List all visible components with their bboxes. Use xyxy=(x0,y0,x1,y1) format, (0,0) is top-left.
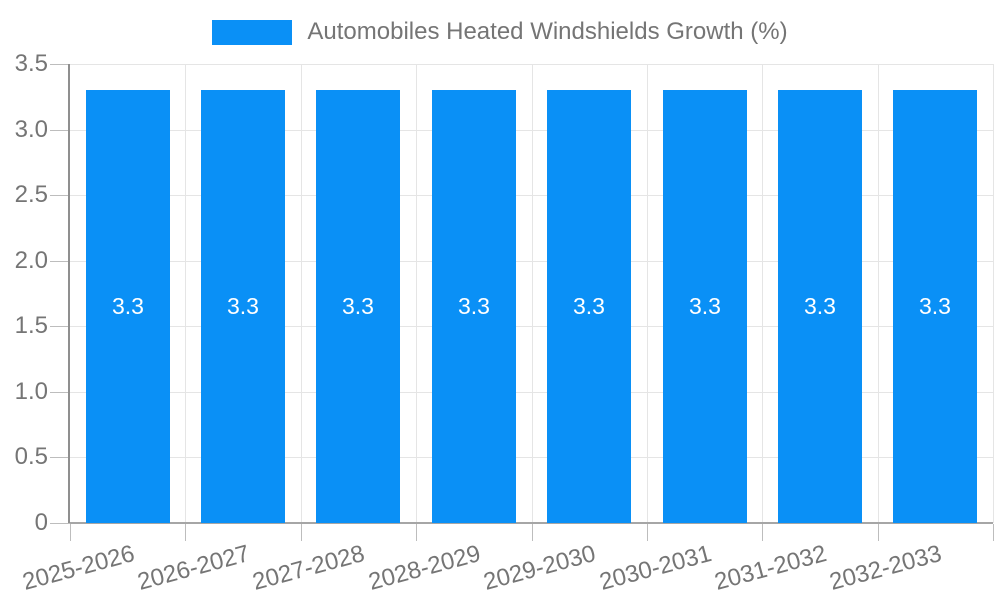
x-tick-mark xyxy=(878,524,879,541)
x-gridline xyxy=(878,64,879,523)
bar-value-label: 3.3 xyxy=(689,293,721,319)
bar-2028-2029[interactable]: 3.3 xyxy=(432,90,516,523)
x-tick-mark xyxy=(301,524,302,541)
x-axis-tick-label: 2028-2029 xyxy=(365,540,484,596)
x-gridline xyxy=(647,64,648,523)
x-gridline xyxy=(532,64,533,523)
bar-value-label: 3.3 xyxy=(804,293,836,319)
y-gridline xyxy=(70,457,993,458)
x-tick-mark xyxy=(70,524,71,541)
y-tick-mark xyxy=(50,326,70,327)
x-tick-mark xyxy=(532,524,533,541)
bar-value-label: 3.3 xyxy=(919,293,951,319)
x-gridline xyxy=(993,64,994,523)
bar-2025-2026[interactable]: 3.3 xyxy=(86,90,170,523)
x-tick-mark xyxy=(416,524,417,541)
bar-value-label: 3.3 xyxy=(227,293,259,319)
y-tick-mark xyxy=(50,195,70,196)
y-tick-mark xyxy=(50,457,70,458)
y-axis-tick-label: 2.5 xyxy=(14,181,48,208)
bar-2026-2027[interactable]: 3.3 xyxy=(201,90,285,523)
y-tick-mark xyxy=(50,64,70,65)
y-axis-line xyxy=(68,64,70,523)
bar-value-label: 3.3 xyxy=(458,293,490,319)
x-axis-tick-label: 2032-2033 xyxy=(826,540,945,596)
y-gridline xyxy=(70,392,993,393)
y-axis-tick-label: 2.0 xyxy=(14,247,48,274)
x-axis-tick-label: 2029-2030 xyxy=(480,540,599,596)
x-gridline xyxy=(301,64,302,523)
legend-swatch xyxy=(212,19,293,45)
bar-2030-2031[interactable]: 3.3 xyxy=(663,90,747,523)
bar-value-label: 3.3 xyxy=(573,293,605,319)
bar-value-label: 3.3 xyxy=(342,293,374,319)
x-axis-tick-label: 2030-2031 xyxy=(596,540,715,596)
y-axis-tick-label: 3.0 xyxy=(14,116,48,143)
x-axis-tick-label: 2026-2027 xyxy=(134,540,253,596)
y-gridline xyxy=(70,326,993,327)
x-tick-mark xyxy=(647,524,648,541)
y-tick-mark xyxy=(50,523,70,524)
bar-value-label: 3.3 xyxy=(112,293,144,319)
x-axis-line xyxy=(70,522,993,524)
y-gridline xyxy=(70,261,993,262)
x-axis-tick-label: 2031-2032 xyxy=(711,540,830,596)
y-axis-tick-label: 1.0 xyxy=(14,378,48,405)
x-gridline xyxy=(185,64,186,523)
x-axis-tick-label: 2027-2028 xyxy=(249,540,368,596)
legend-label: Automobiles Heated Windshields Growth (%… xyxy=(307,18,788,45)
legend-item[interactable]: Automobiles Heated Windshields Growth (%… xyxy=(0,18,1000,46)
y-gridline xyxy=(70,64,993,65)
x-tick-mark xyxy=(762,524,763,541)
x-gridline xyxy=(762,64,763,523)
bar-2029-2030[interactable]: 3.3 xyxy=(547,90,631,523)
x-tick-mark xyxy=(185,524,186,541)
y-tick-mark xyxy=(50,261,70,262)
y-gridline xyxy=(70,195,993,196)
y-axis-tick-label: 3.5 xyxy=(14,50,48,77)
y-axis-tick-label: 1.5 xyxy=(14,312,48,339)
bar-2031-2032[interactable]: 3.3 xyxy=(778,90,862,523)
y-axis-tick-label: 0.5 xyxy=(14,443,48,470)
bar-2032-2033[interactable]: 3.3 xyxy=(893,90,977,523)
y-tick-mark xyxy=(50,130,70,131)
y-gridline xyxy=(70,130,993,131)
bar-2027-2028[interactable]: 3.3 xyxy=(316,90,400,523)
x-axis-tick-label: 2025-2026 xyxy=(19,540,138,596)
y-axis-tick-label: 0 xyxy=(34,509,48,536)
x-tick-mark xyxy=(993,524,994,541)
y-tick-mark xyxy=(50,392,70,393)
x-gridline xyxy=(416,64,417,523)
